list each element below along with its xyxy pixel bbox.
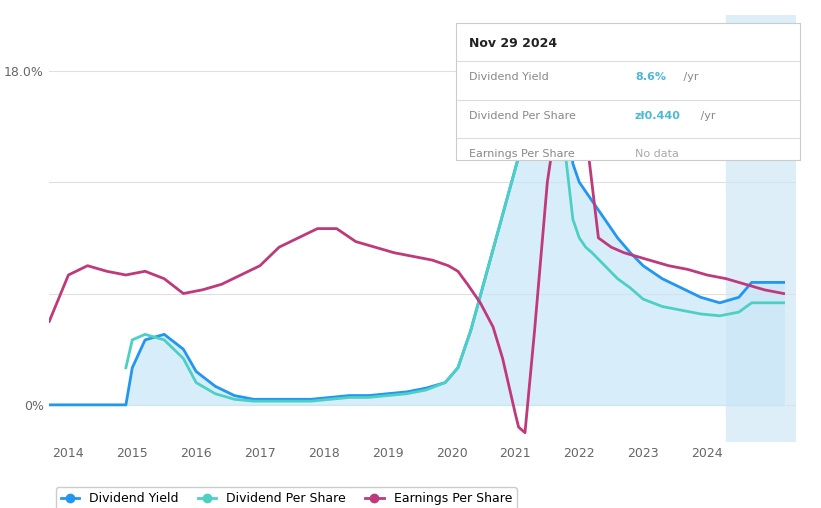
Text: Nov 29 2024: Nov 29 2024 [470, 37, 557, 50]
Text: Past: Past [732, 47, 757, 60]
Text: /yr: /yr [680, 72, 699, 82]
Text: 8.6%: 8.6% [635, 72, 666, 82]
Text: Dividend Per Share: Dividend Per Share [470, 111, 576, 120]
Text: Dividend Yield: Dividend Yield [470, 72, 549, 82]
Text: No data: No data [635, 149, 679, 159]
Text: /yr: /yr [697, 111, 716, 120]
Legend: Dividend Yield, Dividend Per Share, Earnings Per Share: Dividend Yield, Dividend Per Share, Earn… [56, 487, 517, 508]
Bar [726, 15, 796, 442]
Text: Earnings Per Share: Earnings Per Share [470, 149, 576, 159]
Text: zł0.440: zł0.440 [635, 111, 681, 120]
